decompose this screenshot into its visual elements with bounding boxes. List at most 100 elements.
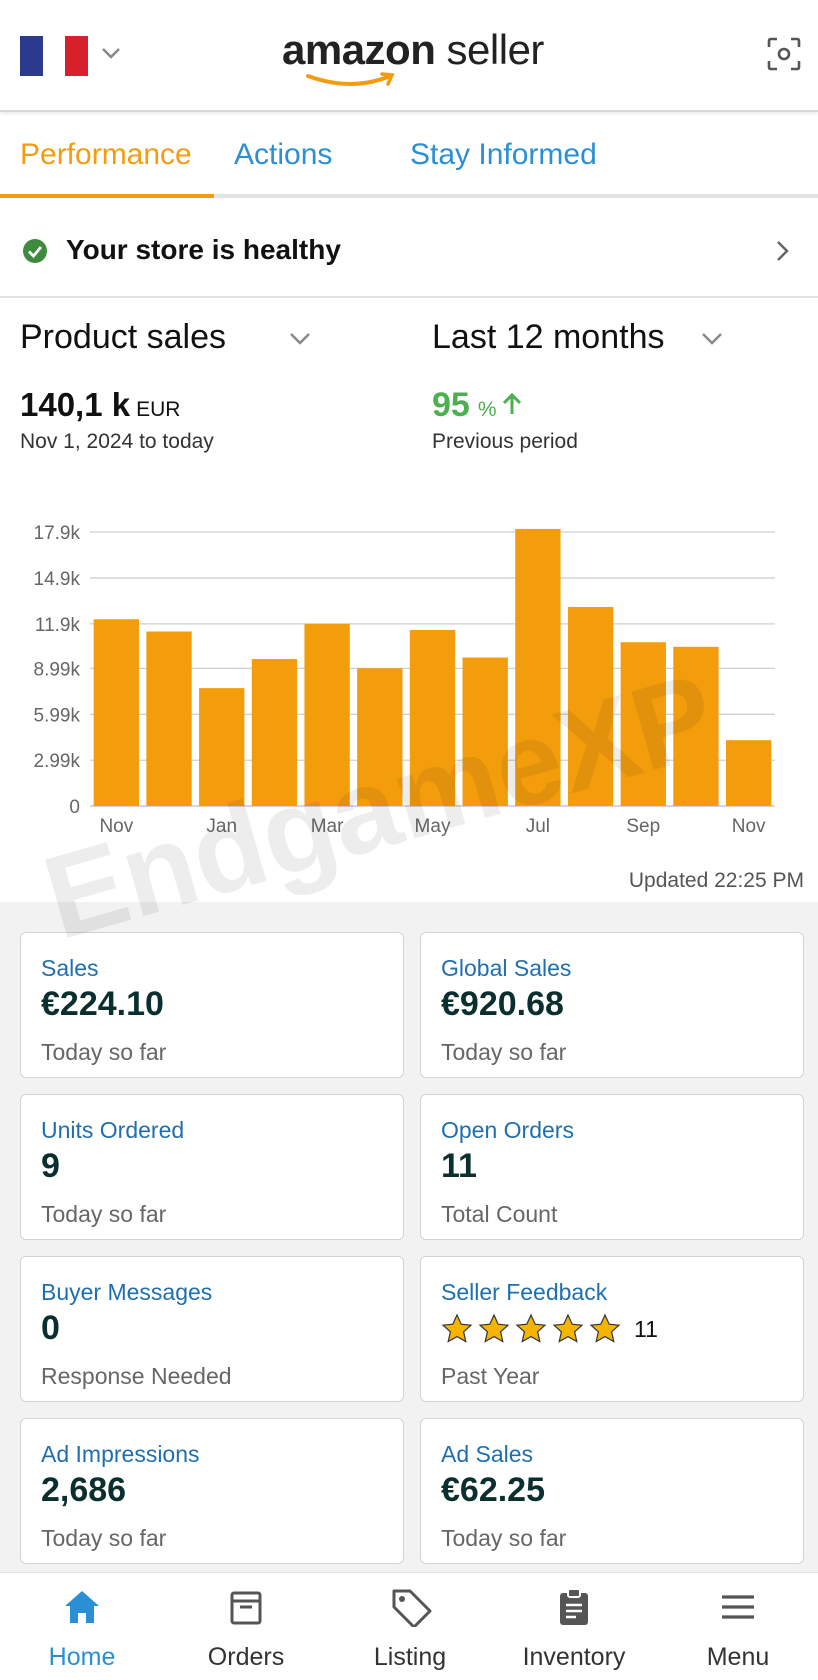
card-sub: Past Year [441, 1363, 540, 1389]
chevron-down-icon[interactable] [700, 330, 724, 348]
metric-dropdown[interactable]: Product sales [20, 318, 226, 356]
card-label: Seller Feedback [441, 1279, 608, 1305]
rating-count: 11 [634, 1315, 658, 1342]
card-label: Units Ordered [41, 1117, 185, 1143]
store-health-text: Your store is healthy [66, 234, 341, 265]
x-tick-label: Jul [526, 816, 550, 837]
tab-bar: Performance Actions Stay Informed [0, 114, 818, 198]
tag-icon [392, 1589, 432, 1627]
card-label: Ad Impressions [41, 1441, 200, 1467]
bar-feb-3[interactable] [251, 659, 298, 806]
amazon-seller-logo: amazon seller [282, 26, 544, 86]
bar-sep-10[interactable] [620, 642, 666, 806]
previous-period-label: Previous period [432, 430, 578, 453]
nav-inventory[interactable]: Inventory [492, 1573, 656, 1680]
card-sub: Today so far [41, 1525, 167, 1551]
card-sales[interactable]: Sales €224.10 Today so far [20, 932, 404, 1078]
card-value: 11 [441, 1147, 477, 1185]
x-tick-label: Sep [626, 816, 660, 837]
scan-icon[interactable] [766, 36, 802, 72]
card-open-orders[interactable]: Open Orders 11 Total Count [420, 1094, 804, 1240]
sales-bar-chart: 0 2.99k 5.99k 8.99k 11.9k 14.9k 17.9k Nov Jan Mar… [34, 523, 775, 837]
card-label: Global Sales [441, 955, 572, 981]
x-tick-label: May [415, 816, 451, 837]
y-tick-label: 5.99k [34, 705, 81, 726]
x-tick-label: Mar [311, 816, 344, 837]
star-icon [589, 1313, 621, 1343]
nav-label: Menu [706, 1643, 770, 1671]
card-units-ordered[interactable]: Units Ordered 9 Today so far [20, 1094, 404, 1240]
tab-performance[interactable]: Performance [20, 138, 192, 171]
chevron-down-icon[interactable] [288, 330, 312, 348]
bar-may-6[interactable] [409, 629, 456, 806]
star-rating: 11 [441, 1313, 658, 1345]
check-circle-icon [23, 239, 47, 263]
date-range-label: Nov 1, 2024 to today [20, 430, 214, 453]
y-tick-label: 8.99k [34, 659, 81, 680]
card-ad-impressions[interactable]: Ad Impressions 2,686 Today so far [20, 1418, 404, 1564]
app-header: amazon seller [0, 0, 818, 112]
percent-change: 95% [432, 386, 523, 425]
nav-listing[interactable]: Listing [328, 1573, 492, 1680]
hamburger-icon [722, 1595, 754, 1619]
bar-apr-5[interactable] [357, 668, 403, 806]
country-flag-icon[interactable] [20, 36, 89, 76]
card-ad-sales[interactable]: Ad Sales €62.25 Today so far [420, 1418, 804, 1564]
bar-aug-9[interactable] [567, 607, 614, 806]
bar-jul-8[interactable] [515, 528, 561, 806]
home-icon [65, 1591, 99, 1623]
card-label: Open Orders [441, 1117, 574, 1143]
x-tick-label: Nov [99, 816, 133, 837]
y-tick-label: 11.9k [35, 615, 81, 636]
chevron-right-icon [777, 241, 789, 261]
bar-dec-1[interactable] [146, 631, 192, 806]
y-tick-label: 0 [69, 797, 80, 818]
y-tick-label: 14.9k [34, 569, 81, 590]
tab-actions[interactable]: Actions [234, 138, 333, 171]
bar-jan-2[interactable] [199, 688, 245, 806]
bar-jun-7[interactable] [462, 657, 508, 806]
bar-mar-4[interactable] [304, 623, 350, 806]
nav-home[interactable]: Home [0, 1573, 164, 1680]
logo-smile-icon [306, 72, 395, 86]
period-dropdown[interactable]: Last 12 months [432, 318, 665, 356]
bottom-navigation: Home Orders Listing [0, 1572, 818, 1680]
box-icon [230, 1591, 262, 1625]
card-sub: Total Count [441, 1201, 558, 1227]
bar-oct-11[interactable] [673, 646, 719, 806]
card-value: 0 [41, 1309, 60, 1347]
card-label: Buyer Messages [41, 1279, 213, 1305]
star-icon [552, 1313, 584, 1343]
card-label: Ad Sales [441, 1441, 534, 1467]
card-buyer-messages[interactable]: Buyer Messages 0 Response Needed [20, 1256, 404, 1402]
nav-label: Inventory [522, 1643, 626, 1671]
arrow-up-icon [502, 392, 521, 414]
y-tick-label: 2.99k [34, 751, 81, 772]
card-value: €224.10 [41, 985, 164, 1023]
active-tab-indicator [0, 194, 214, 198]
y-tick-label: 17.9k [34, 523, 81, 544]
card-sub: Today so far [41, 1201, 167, 1227]
star-icon [515, 1313, 547, 1343]
nav-orders[interactable]: Orders [164, 1573, 328, 1680]
store-health-row[interactable]: Your store is healthy [0, 202, 818, 298]
updated-timestamp: Updated 22:25 PM [628, 869, 804, 892]
nav-label: Orders [207, 1643, 285, 1671]
card-value: €62.25 [441, 1471, 545, 1509]
x-tick-label: Nov [732, 816, 766, 837]
star-icon [478, 1313, 510, 1343]
tab-stay-informed[interactable]: Stay Informed [410, 138, 597, 171]
bar-nov-0[interactable] [93, 619, 140, 806]
nav-menu[interactable]: Menu [656, 1573, 818, 1680]
card-sub: Today so far [441, 1039, 567, 1065]
nav-label: Home [48, 1643, 116, 1671]
x-tick-label: Jan [206, 816, 237, 837]
card-seller-feedback[interactable]: Seller Feedback 11 Past Year [420, 1256, 804, 1402]
nav-label: Listing [373, 1643, 447, 1671]
bar-nov-12[interactable] [725, 740, 772, 806]
card-global-sales[interactable]: Global Sales €920.68 Today so far [420, 932, 804, 1078]
card-sub: Response Needed [41, 1363, 232, 1389]
star-icon [441, 1313, 473, 1343]
chevron-down-icon[interactable] [100, 42, 122, 64]
card-value: €920.68 [441, 985, 564, 1023]
